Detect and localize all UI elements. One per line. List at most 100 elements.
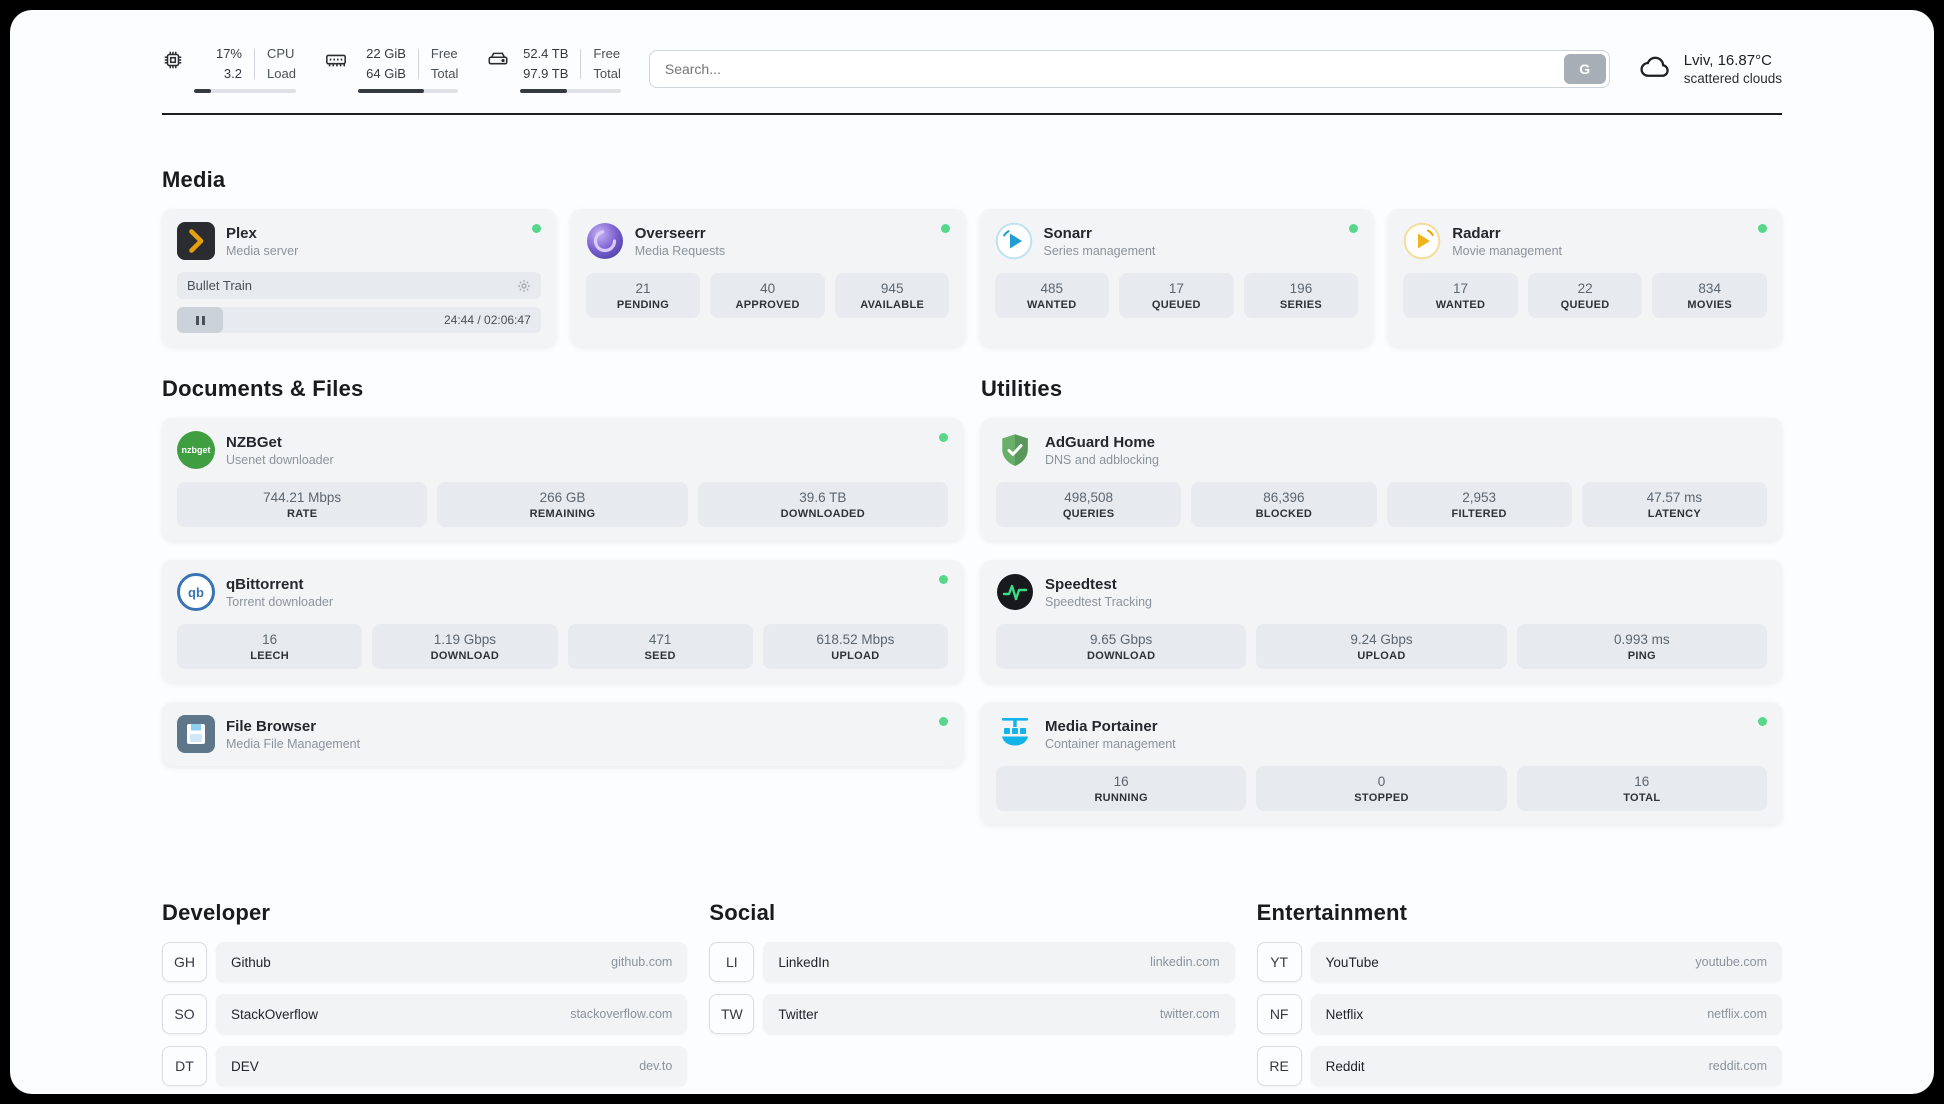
- stat-box: 834 MOVIES: [1652, 273, 1767, 318]
- app-subtitle: Speedtest Tracking: [1045, 594, 1153, 609]
- divider: [254, 48, 255, 79]
- cpu-metric: 17% 3.2 CPU Load: [162, 44, 296, 93]
- stat-value: 16: [262, 632, 278, 647]
- nzbget-icon: nzbget: [177, 431, 215, 469]
- app-subtitle: Media server: [226, 243, 299, 258]
- stat-label: DOWNLOADED: [780, 508, 865, 520]
- stat-box: 86,396 BLOCKED: [1191, 482, 1377, 527]
- link-youtube[interactable]: YT YouTube youtube.com: [1256, 942, 1782, 982]
- stat-box: 9.24 Gbps UPLOAD: [1256, 624, 1507, 669]
- link-netflix[interactable]: NF Netflix netflix.com: [1256, 994, 1782, 1034]
- link-abbr: NF: [1256, 994, 1302, 1034]
- gear-icon[interactable]: [517, 279, 531, 293]
- link-twitter[interactable]: TW Twitter twitter.com: [709, 994, 1235, 1034]
- pause-button[interactable]: [177, 307, 223, 333]
- overseerr-icon: [586, 222, 624, 260]
- app-link-sonarr[interactable]: Sonarr Series management: [995, 222, 1359, 260]
- status-online-dot: [1349, 224, 1359, 233]
- stat-value: 39.6 TB: [799, 490, 847, 505]
- cpu-progressbar: [194, 89, 296, 93]
- app-link-overseerr[interactable]: Overseerr Media Requests: [586, 222, 950, 260]
- stat-box: 17 WANTED: [1403, 273, 1518, 318]
- ram-free-value: 22 GiB: [366, 46, 406, 61]
- app-card-plex: Plex Media server Bullet Train: [162, 209, 556, 346]
- stat-value: 0.993 ms: [1614, 632, 1670, 647]
- search-engine-button[interactable]: G: [1563, 53, 1606, 84]
- app-link-radarr[interactable]: Radarr Movie management: [1403, 222, 1767, 260]
- app-card-sonarr: Sonarr Series management 485 WANTED 17 Q…: [979, 209, 1374, 346]
- weather-widget: Lviv, 16.87°C scattered clouds: [1638, 52, 1782, 86]
- stat-box: 17 QUEUED: [1119, 273, 1234, 318]
- disk-metric: 52.4 TB 97.9 TB Free Total: [486, 44, 621, 93]
- app-subtitle: DNS and adblocking: [1045, 452, 1159, 467]
- stat-label: QUERIES: [1062, 508, 1115, 520]
- app-subtitle: Usenet downloader: [226, 452, 334, 467]
- section-utilities: Utilities: [981, 376, 1782, 844]
- playback-seekbar[interactable]: 24:44 / 02:06:47: [177, 307, 541, 333]
- app-name: Media Portainer: [1045, 717, 1158, 735]
- disk-icon: [486, 49, 510, 76]
- link-reddit[interactable]: RE Reddit reddit.com: [1256, 1046, 1782, 1086]
- stat-box: 39.6 TB DOWNLOADED: [697, 482, 948, 527]
- sonarr-icon: [995, 222, 1033, 260]
- stat-box: 22 QUEUED: [1527, 273, 1643, 318]
- stat-label: TOTAL: [1623, 792, 1661, 804]
- app-link-plex[interactable]: Plex Media server: [177, 222, 541, 260]
- stat-box: 0 STOPPED: [1256, 766, 1507, 811]
- link-github[interactable]: GH Github github.com: [162, 942, 688, 982]
- search-input[interactable]: [652, 60, 1564, 77]
- app-link-portainer[interactable]: Media Portainer Container management: [996, 715, 1767, 753]
- app-card-overseerr: Overseerr Media Requests 21 PENDING 40 A…: [570, 209, 965, 346]
- app-name: Radarr: [1452, 224, 1501, 242]
- adguard-icon: [996, 431, 1034, 469]
- link-name: LinkedIn: [778, 954, 830, 970]
- portainer-icon: [996, 715, 1034, 753]
- app-link-adguard[interactable]: AdGuard Home DNS and adblocking: [996, 431, 1767, 469]
- link-domain: reddit.com: [1708, 1059, 1767, 1073]
- stat-box: 21 PENDING: [585, 273, 701, 318]
- link-dev[interactable]: DT DEV dev.to: [162, 1046, 688, 1086]
- speedtest-icon: [996, 573, 1034, 611]
- link-abbr: LI: [709, 942, 755, 982]
- app-link-speedtest[interactable]: Speedtest Speedtest Tracking: [996, 573, 1767, 611]
- link-domain: linkedin.com: [1150, 955, 1220, 969]
- stat-box: 744.21 Mbps RATE: [177, 482, 428, 527]
- app-card-qbittorrent: qb qBittorrent Torrent downloader 16 LEE…: [162, 560, 963, 682]
- stat-label: UPLOAD: [831, 650, 880, 662]
- disk-free-label: Free: [593, 46, 621, 61]
- app-link-nzbget[interactable]: nzbget NZBGet Usenet downloader: [177, 431, 948, 469]
- stat-value: 22: [1577, 281, 1593, 296]
- stat-box: 16 RUNNING: [996, 766, 1247, 811]
- stat-value: 485: [1040, 281, 1064, 296]
- now-playing-row: Bullet Train: [177, 272, 541, 299]
- stat-box: 0.993 ms PING: [1516, 624, 1767, 669]
- link-linkedin[interactable]: LI LinkedIn linkedin.com: [709, 942, 1235, 982]
- stat-box: 40 APPROVED: [710, 273, 825, 318]
- app-name: AdGuard Home: [1045, 433, 1156, 451]
- stat-box: 16 LEECH: [177, 624, 363, 669]
- stat-box: 945 AVAILABLE: [834, 273, 950, 318]
- link-name: YouTube: [1325, 954, 1379, 970]
- app-subtitle: Container management: [1045, 736, 1176, 751]
- app-card-filebrowser: File Browser Media File Management: [162, 702, 963, 766]
- status-online-dot: [531, 224, 541, 233]
- stat-value: 40: [760, 281, 776, 296]
- stat-box: 618.52 Mbps UPLOAD: [762, 624, 948, 669]
- app-stats: 9.65 Gbps DOWNLOAD 9.24 Gbps UPLOAD 0.99…: [996, 624, 1767, 669]
- status-online-dot: [939, 433, 948, 442]
- section-title-media: Media: [162, 167, 226, 192]
- link-abbr: SO: [162, 994, 207, 1034]
- app-name: Speedtest: [1045, 575, 1117, 593]
- link-stackoverflow[interactable]: SO StackOverflow stackoverflow.com: [162, 994, 688, 1034]
- app-link-qbittorrent[interactable]: qb qBittorrent Torrent downloader: [177, 573, 948, 611]
- app-name: Plex: [226, 224, 257, 242]
- cpu-icon: [162, 49, 184, 76]
- status-online-dot: [1758, 717, 1767, 726]
- app-card-nzbget: nzbget NZBGet Usenet downloader 744.21 M…: [162, 418, 963, 540]
- app-card-speedtest: Speedtest Speedtest Tracking 9.65 Gbps D…: [981, 560, 1782, 682]
- link-name: Twitter: [778, 1006, 819, 1022]
- link-domain: netflix.com: [1707, 1007, 1767, 1021]
- stat-label: PENDING: [616, 299, 670, 311]
- app-link-filebrowser[interactable]: File Browser Media File Management: [177, 715, 948, 753]
- stat-box: 196 SERIES: [1243, 273, 1359, 318]
